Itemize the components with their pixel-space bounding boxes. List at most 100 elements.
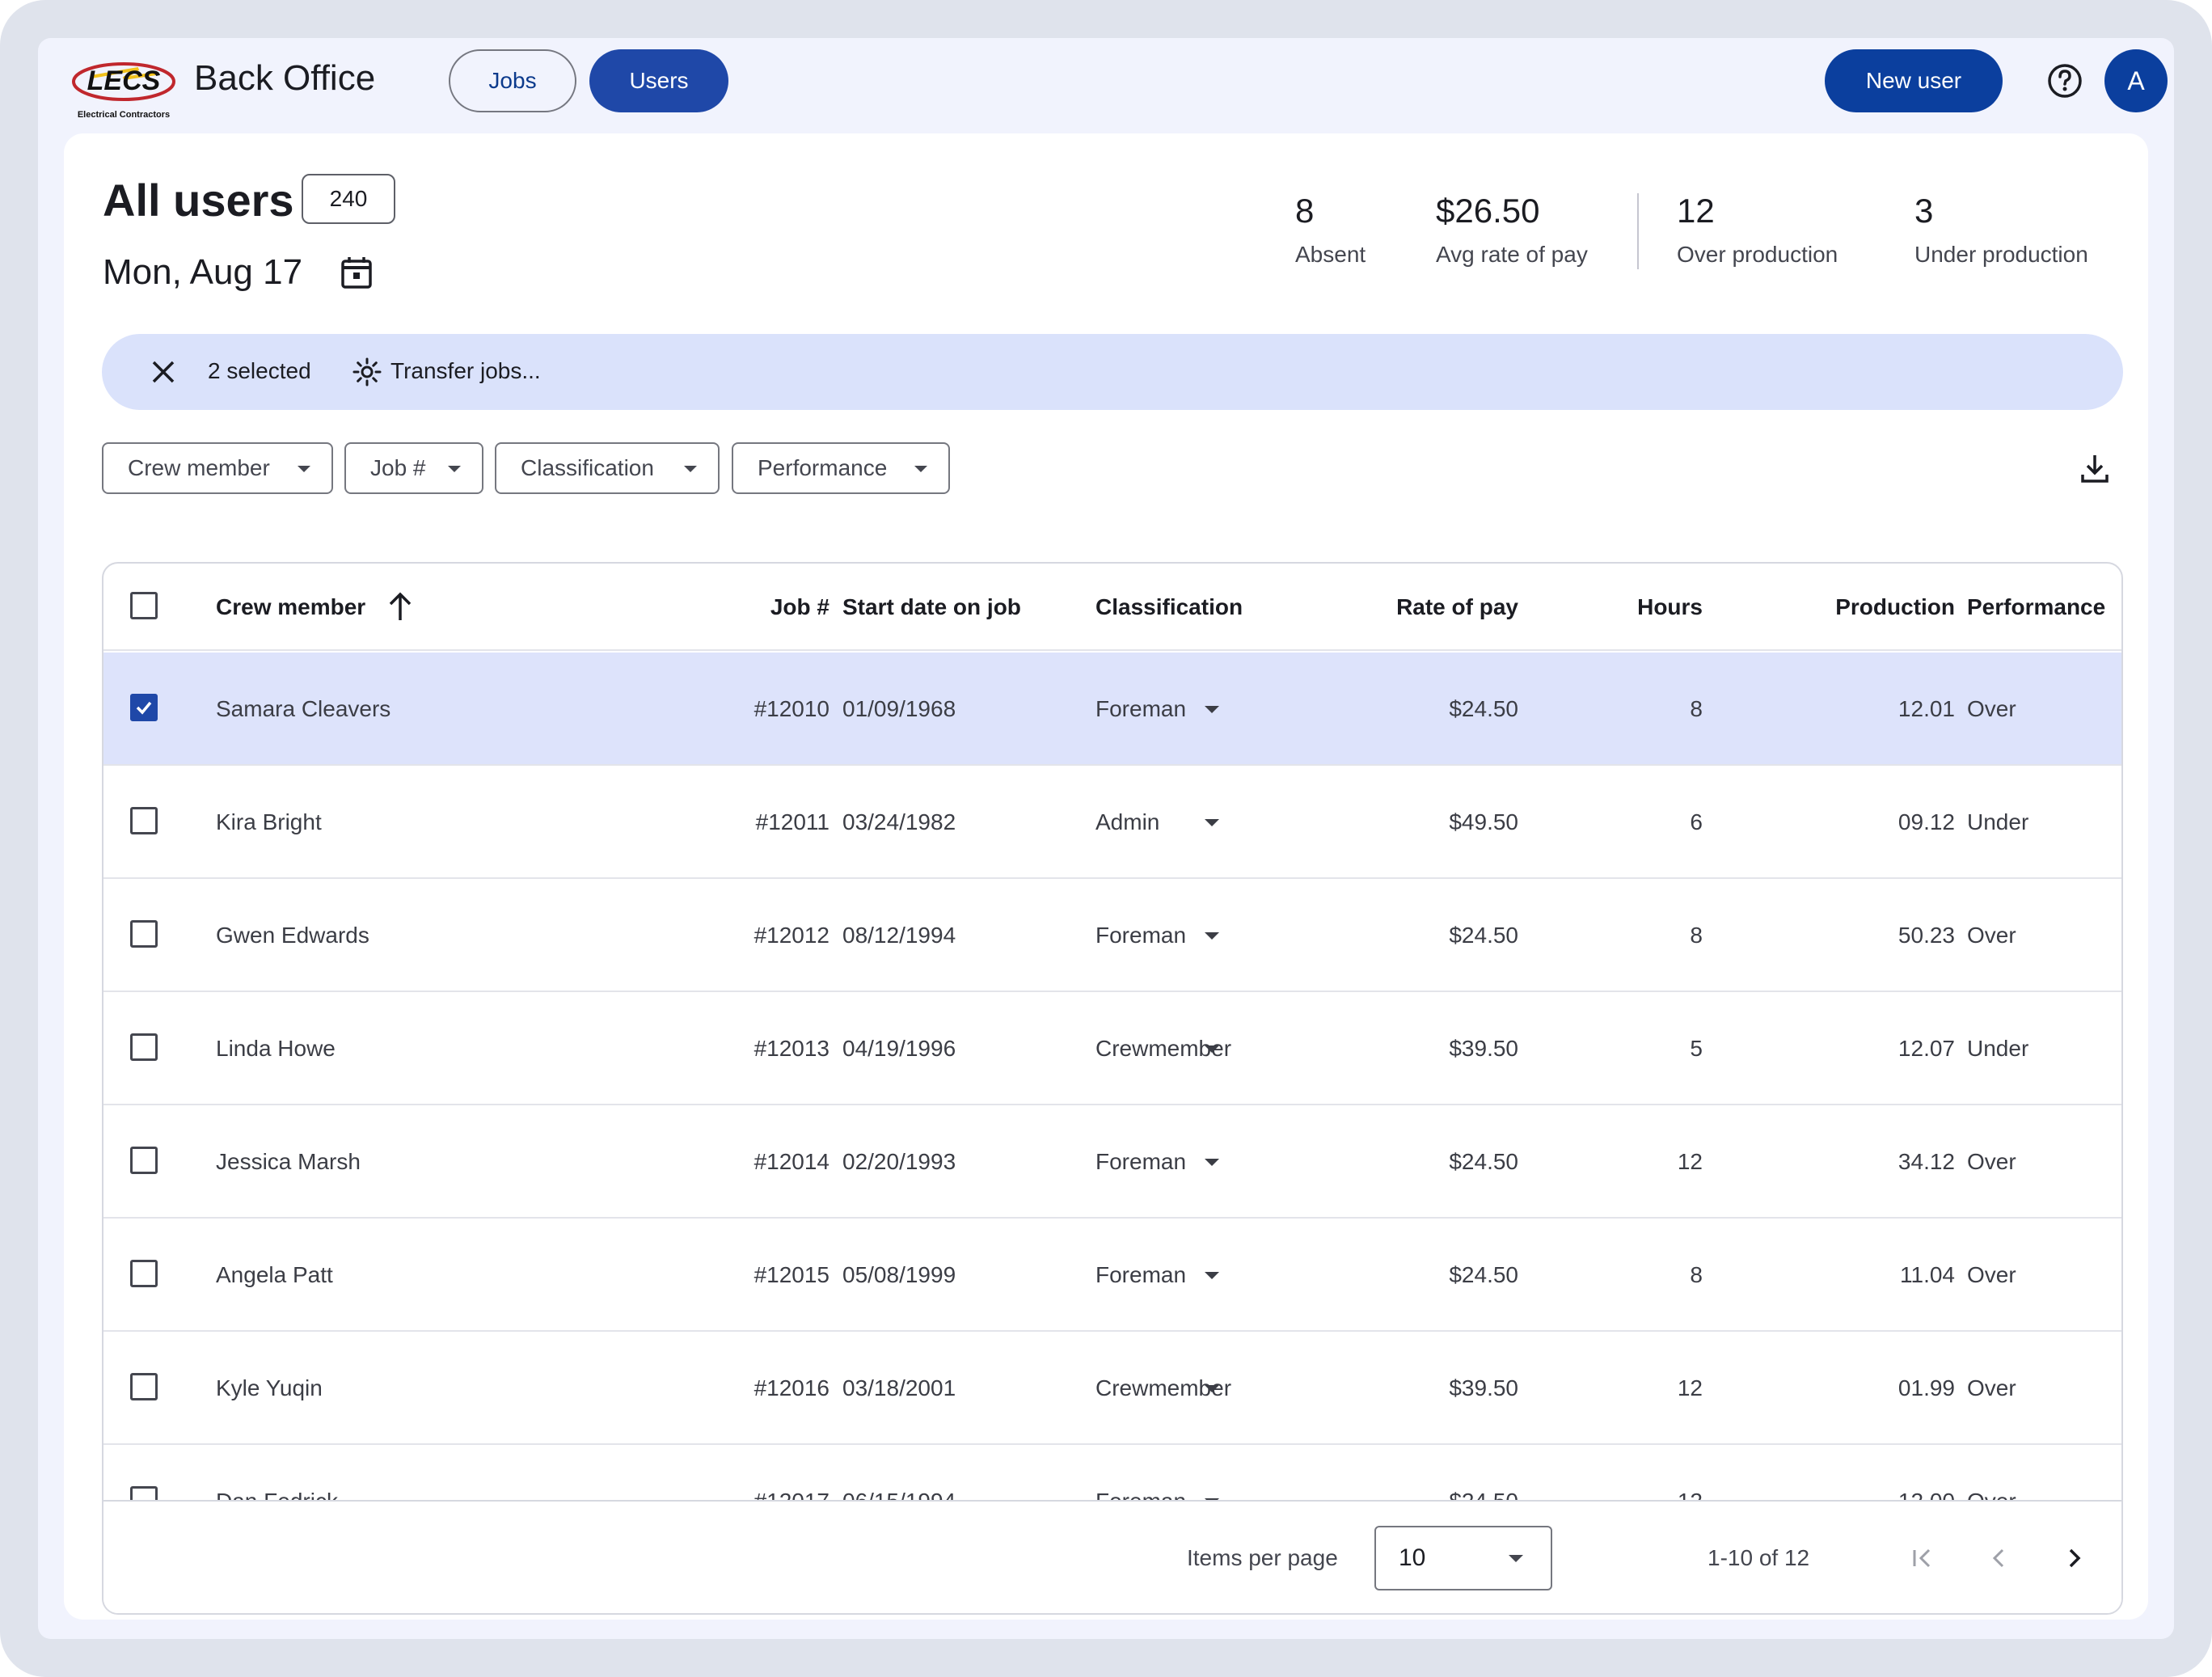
row-checkbox[interactable] xyxy=(130,694,158,721)
page-range: 1-10 of 12 xyxy=(1708,1545,1810,1570)
stat-label: Over production xyxy=(1677,242,1838,267)
col-production[interactable]: Production xyxy=(1835,594,1955,619)
transfer-jobs-button[interactable]: Transfer jobs... xyxy=(390,358,541,383)
cell-hours: 8 xyxy=(1690,923,1703,948)
cell-hours: 12 xyxy=(1677,1149,1703,1174)
row-checkbox[interactable] xyxy=(130,1260,158,1287)
row-checkbox[interactable] xyxy=(130,920,158,948)
table-row[interactable]: Jessica Marsh #12014 02/20/1993 Foreman $24.… xyxy=(103,1105,2121,1219)
cell-hours: 8 xyxy=(1690,696,1703,721)
help-icon[interactable] xyxy=(2045,61,2085,101)
chevron-down-icon xyxy=(914,466,927,472)
chevron-down-icon[interactable] xyxy=(1205,932,1219,940)
filter-performance[interactable]: Performance xyxy=(732,442,950,494)
cell-crew-member: Kyle Yuqin xyxy=(216,1375,323,1400)
tab-users[interactable]: Users xyxy=(589,49,728,112)
users-card: All users 240 Mon, Aug 17 8 Absent $26.5… xyxy=(64,133,2148,1620)
col-job[interactable]: Job # xyxy=(770,594,830,619)
row-checkbox[interactable] xyxy=(130,1147,158,1174)
table-row[interactable]: Linda Howe #12013 04/19/1996 Crewmember $39.… xyxy=(103,992,2121,1105)
row-checkbox[interactable] xyxy=(130,807,158,834)
new-user-button[interactable]: New user xyxy=(1825,49,2003,112)
avatar[interactable]: A xyxy=(2104,49,2168,112)
current-date: Mon, Aug 17 xyxy=(103,252,303,292)
chevron-down-icon[interactable] xyxy=(1205,1045,1219,1053)
col-rate[interactable]: Rate of pay xyxy=(1396,594,1518,619)
col-performance[interactable]: Performance xyxy=(1967,594,2106,619)
download-icon[interactable] xyxy=(2077,450,2113,486)
col-start-date[interactable]: Start date on job xyxy=(842,594,1021,619)
arrow-up-icon[interactable] xyxy=(384,589,416,623)
filter-classification[interactable]: Classification xyxy=(495,442,720,494)
stat-value: 8 xyxy=(1295,192,1315,230)
cell-production: 34.12 xyxy=(1898,1149,1955,1174)
cell-classification[interactable]: Foreman xyxy=(1095,1149,1187,1174)
calendar-icon[interactable] xyxy=(339,255,374,290)
gear-icon[interactable] xyxy=(351,356,383,388)
chevron-down-icon[interactable] xyxy=(1205,1385,1219,1392)
cell-job: #12015 xyxy=(754,1262,830,1287)
col-hours[interactable]: Hours xyxy=(1637,594,1703,619)
cell-crew-member: Gwen Edwards xyxy=(216,923,369,948)
stat-value: 3 xyxy=(1914,192,1934,230)
table-row[interactable]: Samara Cleavers #12010 01/09/1968 Foreman $2… xyxy=(103,653,2121,766)
cell-hours: 6 xyxy=(1690,809,1703,834)
logo-subtext: Electrical Contractors xyxy=(78,110,170,120)
row-checkbox[interactable] xyxy=(130,1033,158,1061)
cell-production: 12.07 xyxy=(1898,1036,1955,1061)
row-checkbox[interactable] xyxy=(130,1373,158,1400)
chevron-right-icon[interactable] xyxy=(2058,1542,2091,1574)
select-all-checkbox[interactable] xyxy=(130,592,158,619)
cell-start-date: 01/09/1968 xyxy=(842,696,956,721)
filter-job[interactable]: Job # xyxy=(344,442,483,494)
cell-performance: Under xyxy=(1967,809,2029,834)
stat-label: Avg rate of pay xyxy=(1436,242,1588,267)
cell-rate: $39.50 xyxy=(1449,1036,1518,1061)
tab-jobs[interactable]: Jobs xyxy=(449,49,576,112)
cell-job: #12013 xyxy=(754,1036,830,1061)
cell-crew-member: Samara Cleavers xyxy=(216,696,391,721)
table-row[interactable]: Kyle Yuqin #12016 03/18/2001 Crewmember $39.… xyxy=(103,1332,2121,1445)
chevron-down-icon[interactable] xyxy=(1205,1159,1219,1166)
cell-performance: Over xyxy=(1967,1262,2016,1287)
first-page-icon[interactable] xyxy=(1906,1542,1939,1574)
cell-hours: 5 xyxy=(1690,1036,1703,1061)
selected-count: 2 selected xyxy=(208,358,311,383)
cell-classification[interactable]: Foreman xyxy=(1095,696,1187,721)
chevron-down-icon[interactable] xyxy=(1205,706,1219,713)
checkmark-icon xyxy=(136,701,152,715)
cell-performance: Under xyxy=(1967,1036,2029,1061)
users-table: Crew member Job # Start date on job Clas… xyxy=(102,562,2123,1615)
cell-classification[interactable]: Foreman xyxy=(1095,923,1187,948)
close-icon[interactable] xyxy=(147,356,179,388)
items-per-page-select[interactable]: 10 xyxy=(1374,1526,1552,1590)
items-per-page-label: Items per page xyxy=(1187,1545,1338,1570)
cell-start-date: 03/24/1982 xyxy=(842,809,956,834)
cell-performance: Over xyxy=(1967,923,2016,948)
cell-start-date: 02/20/1993 xyxy=(842,1149,956,1174)
cell-hours: 8 xyxy=(1690,1262,1703,1287)
table-pagination: Items per page 10 1-10 of 12 xyxy=(103,1500,2121,1613)
app-title: Back Office xyxy=(194,58,376,98)
table-row[interactable]: Kira Bright #12011 03/24/1982 Admin $49.50 6 0… xyxy=(103,766,2121,879)
cell-start-date: 03/18/2001 xyxy=(842,1375,956,1400)
stats-divider xyxy=(1637,193,1639,269)
table-row[interactable]: Angela Patt #12015 05/08/1999 Foreman $24.50… xyxy=(103,1219,2121,1332)
page-title: All users xyxy=(103,175,294,226)
chevron-left-icon[interactable] xyxy=(1982,1542,2015,1574)
stat-label: Under production xyxy=(1914,242,2088,267)
cell-rate: $24.50 xyxy=(1449,696,1518,721)
table-row[interactable]: Gwen Edwards #12012 08/12/1994 Foreman $24.5… xyxy=(103,879,2121,992)
cell-crew-member: Linda Howe xyxy=(216,1036,336,1061)
cell-classification[interactable]: Foreman xyxy=(1095,1262,1187,1287)
filter-crew-member[interactable]: Crew member xyxy=(102,442,333,494)
chevron-down-icon[interactable] xyxy=(1205,1272,1219,1279)
col-crew-member[interactable]: Crew member xyxy=(216,594,366,619)
cell-classification[interactable]: Admin xyxy=(1095,809,1160,834)
cell-hours: 12 xyxy=(1677,1375,1703,1400)
stat-label: Absent xyxy=(1295,242,1366,267)
stat-avg-rate: $26.50 Avg rate of pay xyxy=(1436,190,1588,269)
col-classification[interactable]: Classification xyxy=(1095,594,1243,619)
chevron-down-icon[interactable] xyxy=(1205,819,1219,826)
